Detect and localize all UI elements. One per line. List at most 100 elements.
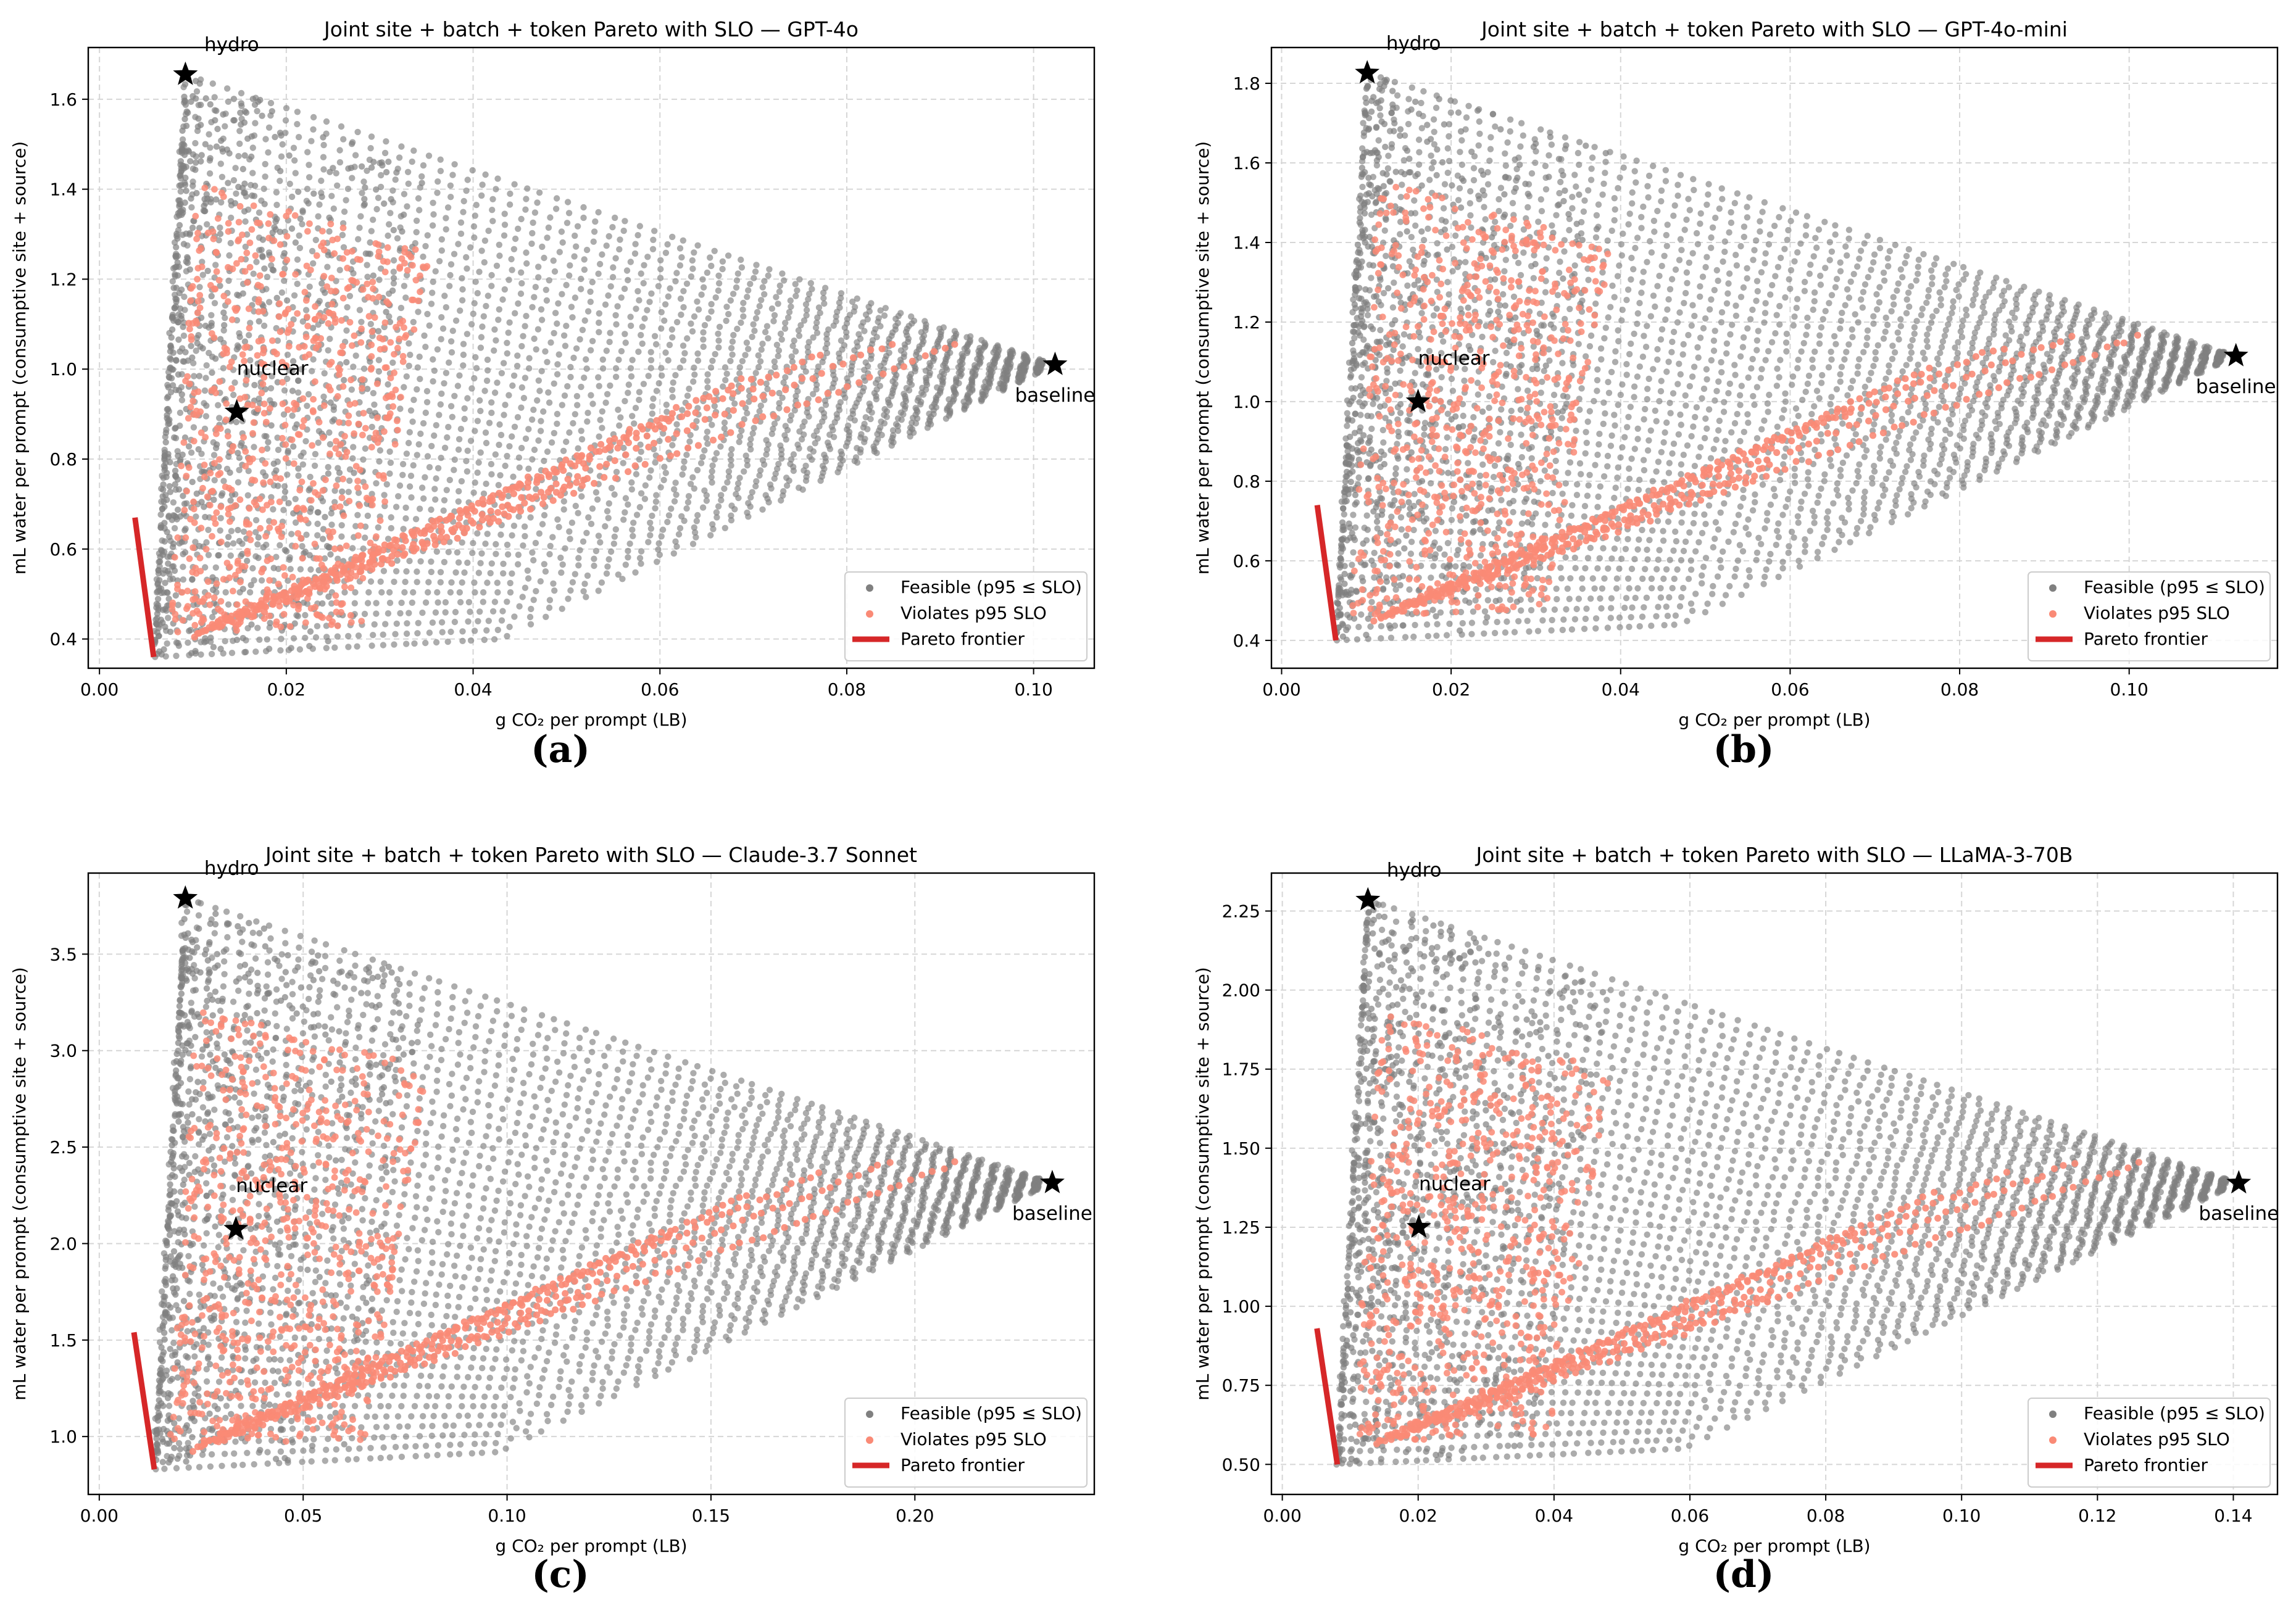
scatter-point xyxy=(646,299,653,305)
scatter-point xyxy=(176,182,183,189)
scatter-point xyxy=(668,505,675,512)
scatter-point xyxy=(613,468,620,476)
scatter-point xyxy=(341,433,348,440)
scatter-point xyxy=(575,510,581,516)
scatter-point xyxy=(656,551,663,558)
scatter-point xyxy=(877,323,884,329)
scatter-point xyxy=(194,309,201,317)
scatter-point xyxy=(265,220,272,227)
scatter-point xyxy=(554,361,561,368)
scatter-point xyxy=(169,575,177,582)
scatter-point xyxy=(645,444,652,451)
scatter-point xyxy=(236,608,243,615)
scatter-point xyxy=(629,526,636,533)
scatter-point xyxy=(319,228,326,234)
scatter-point xyxy=(330,205,337,212)
scatter-point xyxy=(345,644,352,650)
scatter-point xyxy=(1355,623,1362,631)
scatter-point xyxy=(823,349,831,357)
scatter-point xyxy=(226,363,233,371)
scatter-point xyxy=(254,281,262,289)
scatter-point xyxy=(461,405,468,412)
scatter-point xyxy=(218,623,225,630)
scatter-point xyxy=(227,469,233,476)
scatter-point xyxy=(709,462,716,469)
scatter-point xyxy=(509,484,517,492)
legend-label-violates: Violates p95 SLO xyxy=(901,603,1047,623)
y-tick-label: 0.4 xyxy=(49,629,77,650)
scatter-point xyxy=(689,422,697,429)
scatter-point xyxy=(252,252,259,259)
scatter-point xyxy=(358,318,365,325)
scatter-point xyxy=(180,241,188,247)
scatter-point xyxy=(834,469,841,476)
scatter-point xyxy=(262,532,269,540)
scatter-point xyxy=(575,445,581,452)
scatter-point xyxy=(763,323,771,329)
scatter-point xyxy=(704,378,711,384)
scatter-point xyxy=(660,476,667,484)
scatter-point xyxy=(281,250,288,257)
scatter-point xyxy=(668,410,676,417)
scatter-point xyxy=(252,516,260,524)
scatter-point xyxy=(180,563,186,570)
scatter-point xyxy=(776,288,783,295)
scatter-point xyxy=(402,578,409,586)
scatter-point xyxy=(803,307,810,313)
scatter-point xyxy=(533,486,539,492)
scatter-point xyxy=(831,419,838,426)
scatter-point xyxy=(477,560,484,566)
scatter-point xyxy=(308,138,315,144)
scatter-point xyxy=(775,347,783,354)
scatter-point xyxy=(430,378,436,385)
scatter-point xyxy=(596,310,602,317)
scatter-point xyxy=(501,412,507,418)
scatter-point xyxy=(468,502,475,510)
scatter-point xyxy=(1401,132,1408,139)
scatter-point xyxy=(579,326,586,333)
scatter-point xyxy=(327,220,335,228)
scatter-point xyxy=(636,389,643,396)
scatter-point xyxy=(644,307,651,313)
scatter-point xyxy=(491,389,499,396)
scatter-point xyxy=(207,144,214,151)
scatter-point xyxy=(230,587,236,595)
scatter-point xyxy=(472,212,478,219)
scatter-point xyxy=(299,207,306,214)
scatter-point xyxy=(506,201,514,208)
scatter-point xyxy=(673,318,681,326)
scatter-point xyxy=(236,203,244,210)
scatter-point xyxy=(309,325,317,331)
scatter-point xyxy=(632,241,639,247)
scatter-point xyxy=(704,428,711,435)
scatter-point xyxy=(428,442,435,450)
scatter-point xyxy=(441,497,448,503)
scatter-point xyxy=(476,397,483,404)
scatter-point xyxy=(162,439,169,445)
scatter-point xyxy=(663,401,670,408)
scatter-point xyxy=(673,270,680,276)
scatter-point xyxy=(857,449,864,456)
scatter-point xyxy=(327,386,334,394)
scatter-point xyxy=(233,190,239,197)
scatter-point xyxy=(225,263,231,271)
scatter-point xyxy=(323,573,330,581)
scatter-point xyxy=(615,571,622,578)
scatter-point xyxy=(481,636,488,644)
scatter-point xyxy=(704,269,711,276)
scatter-point xyxy=(312,489,318,496)
scatter-point xyxy=(178,397,186,404)
scatter-point xyxy=(320,402,328,409)
scatter-point xyxy=(222,416,230,423)
scatter-point xyxy=(338,522,345,529)
scatter-point xyxy=(504,502,512,509)
scatter-point xyxy=(268,422,275,429)
scatter-point xyxy=(358,618,365,624)
scatter-point xyxy=(375,252,382,260)
scatter-point xyxy=(299,555,306,562)
scatter-point xyxy=(472,479,478,486)
scatter-point xyxy=(757,402,765,409)
scatter-point xyxy=(559,402,565,408)
scatter-point xyxy=(426,629,433,636)
x-tick-label: 0.00 xyxy=(80,679,119,700)
